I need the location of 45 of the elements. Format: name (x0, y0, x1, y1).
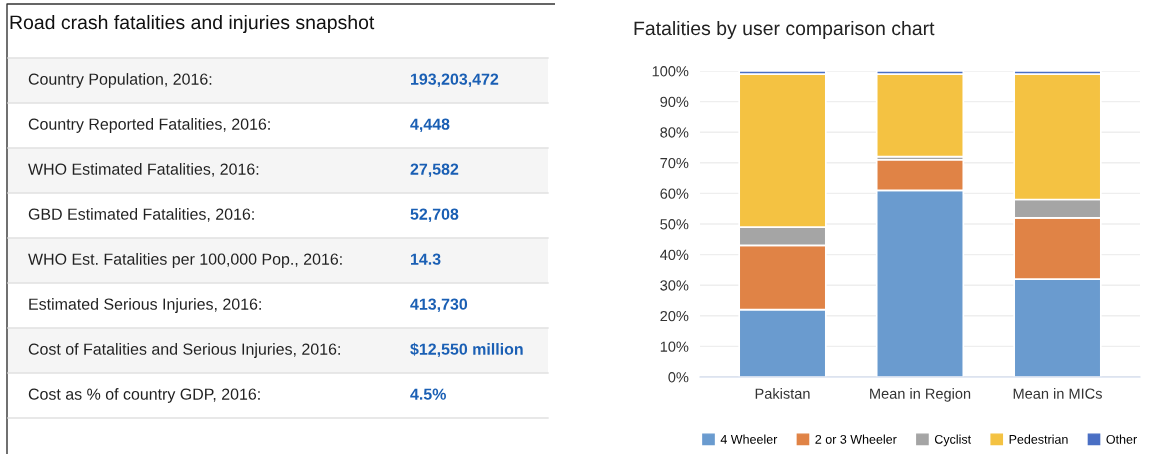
text: 4.5% (410, 388, 446, 400)
y-tick-label: 70% (660, 157, 689, 169)
text: Road crash fatalities and injuries snapshot (10, 14, 375, 34)
category-label: Country Population, 2016 (28, 73, 208, 88)
text: : (256, 166, 259, 175)
text: : (259, 301, 261, 310)
y-tick-label: 0% (668, 372, 689, 383)
text: 413,730 (410, 298, 468, 313)
legend-label: Other (1106, 434, 1137, 444)
legend-label: 2 or 3 Wheeler (815, 434, 897, 444)
y-tick-label: 90% (660, 96, 689, 108)
y-tick-label: 50% (660, 219, 689, 230)
text: 52,708 (410, 208, 459, 223)
x-tick-label: Pakistan (755, 388, 810, 399)
y-tick-label: 10% (660, 341, 689, 352)
category-label: Estimated Serious Injuries, 2016 (29, 298, 258, 313)
text: : (340, 256, 342, 265)
legend-label: Pedestrian (1009, 434, 1068, 444)
text: 193,203,472 (411, 73, 499, 88)
text: : (268, 121, 270, 130)
legend-label: 4 Wheeler (720, 434, 778, 444)
x-tick-label: Mean in Region (870, 388, 971, 402)
x-tick-label: Mean in MICs (1013, 388, 1102, 399)
text: : (338, 346, 340, 355)
category-label: GBD Estimated Fatalities, 2016 (28, 208, 251, 222)
text: 4,448 (410, 118, 450, 133)
text: 27,582 (410, 163, 459, 178)
y-tick-label: 30% (660, 280, 689, 291)
category-label: Cost of Fatalities and Serious Injuries, 2016 (28, 343, 337, 358)
chart-title: Fatalities by user comparison chart (634, 20, 935, 40)
y-tick-label: 80% (660, 127, 689, 138)
y-tick-label: 20% (660, 310, 689, 322)
y-tick-label: 100% (652, 66, 689, 77)
category-label: Country Reported Fatalities, 2016 (28, 118, 267, 133)
category-label: WHO Estimated Fatalities, 2016 (28, 163, 255, 177)
text: : (252, 211, 254, 220)
y-tick-label: 40% (660, 249, 689, 261)
y-tick-label: 60% (660, 188, 689, 199)
text: $12,550 million (410, 342, 523, 358)
legend-label: Cyclist (934, 434, 972, 447)
text: : (258, 391, 260, 400)
category-label: Cost as % of country GDP, 2016 (28, 388, 257, 403)
text: : (209, 76, 212, 85)
text: 14.3 (411, 253, 441, 265)
category-label: WHO Est. Fatalities per 100,000 Pop., 2016 (28, 253, 339, 268)
